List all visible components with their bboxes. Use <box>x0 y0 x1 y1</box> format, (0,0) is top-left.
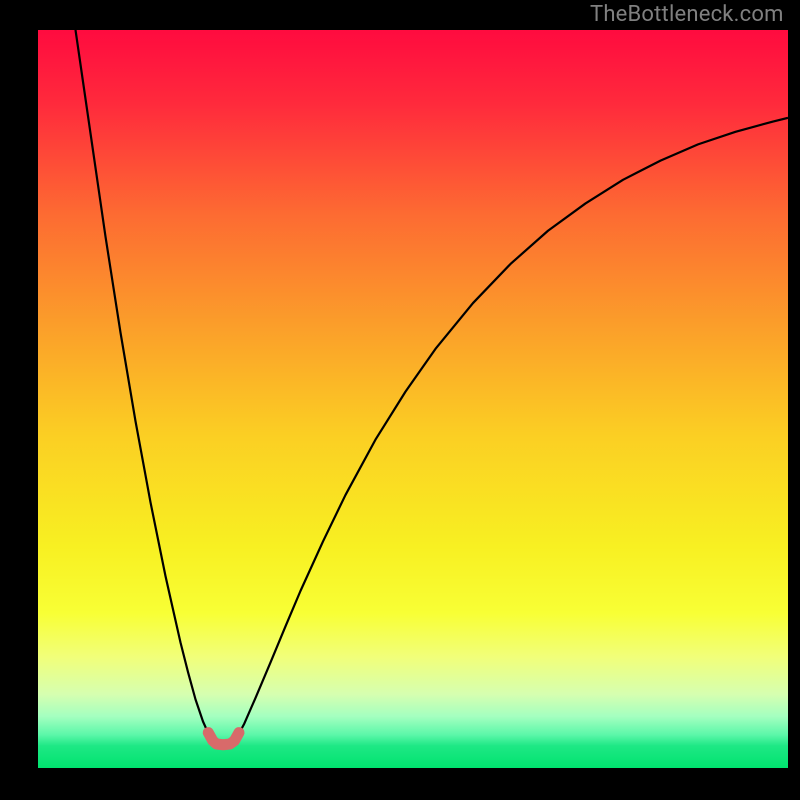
chart-container: TheBottleneck.com <box>0 0 800 800</box>
chart-background <box>38 30 788 768</box>
watermark-text: TheBottleneck.com <box>590 2 784 27</box>
bottleneck-chart <box>38 30 788 768</box>
